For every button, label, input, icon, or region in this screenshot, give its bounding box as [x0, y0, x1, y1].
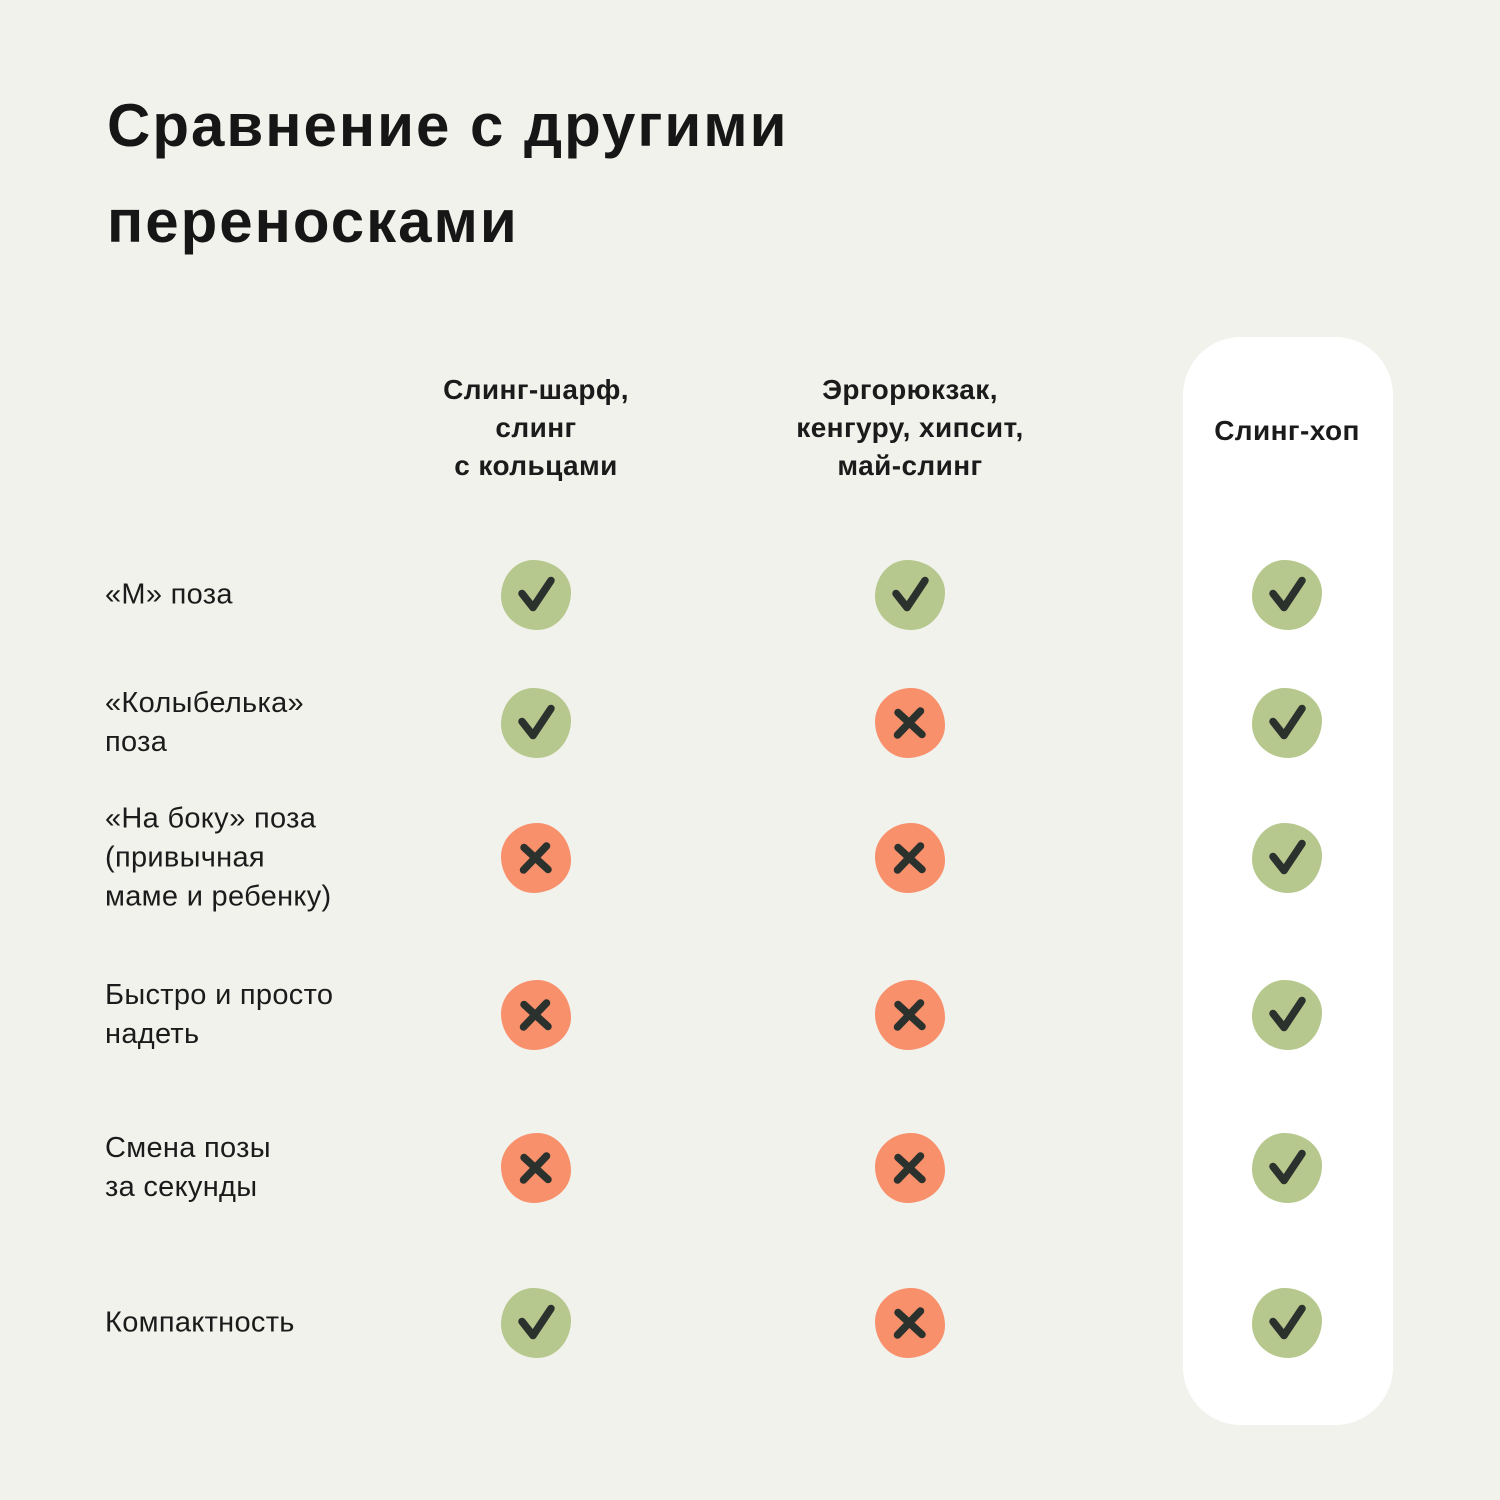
cross-icon: [501, 1133, 571, 1203]
column-header-sling-hop: Слинг-хоп: [1214, 412, 1360, 450]
cross-blob: [501, 1133, 571, 1203]
check-icon: [1252, 980, 1322, 1050]
check-blob: [1252, 1288, 1322, 1358]
check-blob: [501, 560, 571, 630]
check-icon: [1252, 688, 1322, 758]
row-label-line: «М» поза: [105, 578, 233, 611]
check-icon: [875, 560, 945, 630]
cross-icon: [875, 688, 945, 758]
page-title: Сравнение с другими переносками: [107, 78, 789, 270]
column-header-line: слинг: [495, 412, 577, 443]
cross-icon: [875, 1288, 945, 1358]
cross-blob: [875, 1288, 945, 1358]
cross-blob: [875, 1133, 945, 1203]
cross-blob: [875, 823, 945, 893]
column-header-line: с кольцами: [454, 450, 618, 481]
row-label-3: Быстро и просто надеть: [105, 976, 333, 1054]
check-blob: [1252, 823, 1322, 893]
check-icon: [501, 1288, 571, 1358]
check-blob: [1252, 1133, 1322, 1203]
column-header-ergo-kangaroo: Эргорюкзак, кенгуру, хипсит, май-слинг: [796, 371, 1023, 485]
check-icon: [501, 688, 571, 758]
row-label-line: за секунды: [105, 1171, 258, 1203]
row-label-line: «Колыбелька»: [105, 687, 304, 719]
row-label-line: надеть: [105, 1018, 200, 1050]
row-label-1: «Колыбелька» поза: [105, 684, 304, 762]
row-label-4: Смена позы за секунды: [105, 1129, 271, 1207]
page-title-line-2: переносками: [107, 188, 519, 255]
column-header-line: май-слинг: [837, 450, 983, 481]
row-label-2: «На боку» поза (привычная маме и ребенку): [105, 800, 331, 917]
check-icon: [1252, 823, 1322, 893]
cross-icon: [875, 823, 945, 893]
cross-icon: [875, 1133, 945, 1203]
row-label-line: «На боку» поза: [105, 802, 317, 835]
check-blob: [1252, 980, 1322, 1050]
check-blob: [501, 1288, 571, 1358]
check-blob: [875, 560, 945, 630]
check-icon: [501, 560, 571, 630]
row-label-line: Смена позы: [105, 1132, 271, 1164]
check-icon: [1252, 1133, 1322, 1203]
cross-blob: [875, 980, 945, 1050]
cross-blob: [875, 688, 945, 758]
column-header-line: Слинг-хоп: [1214, 415, 1360, 446]
check-blob: [1252, 560, 1322, 630]
row-label-0: «М» поза: [105, 576, 233, 615]
check-blob: [501, 688, 571, 758]
row-label-5: Компактность: [105, 1304, 295, 1343]
cross-icon: [501, 980, 571, 1050]
row-label-line: Быстро и просто: [105, 979, 334, 1011]
row-label-line: поза: [105, 726, 168, 758]
cross-blob: [501, 823, 571, 893]
row-label-line: маме и ребенку): [105, 880, 332, 913]
check-icon: [1252, 1288, 1322, 1358]
column-header-line: Слинг-шарф,: [443, 374, 629, 405]
check-icon: [1252, 560, 1322, 630]
cross-icon: [875, 980, 945, 1050]
row-label-line: Компактность: [105, 1306, 295, 1339]
column-header-line: кенгуру, хипсит,: [796, 412, 1024, 443]
row-label-line: (привычная: [105, 841, 265, 874]
cross-blob: [501, 980, 571, 1050]
page-title-line-1: Сравнение с другими: [107, 92, 789, 159]
cross-icon: [501, 823, 571, 893]
check-blob: [1252, 688, 1322, 758]
column-header-line: Эргорюкзак,: [822, 374, 998, 405]
column-header-sling-scarf: Слинг-шарф, слинг с кольцами: [443, 371, 629, 485]
